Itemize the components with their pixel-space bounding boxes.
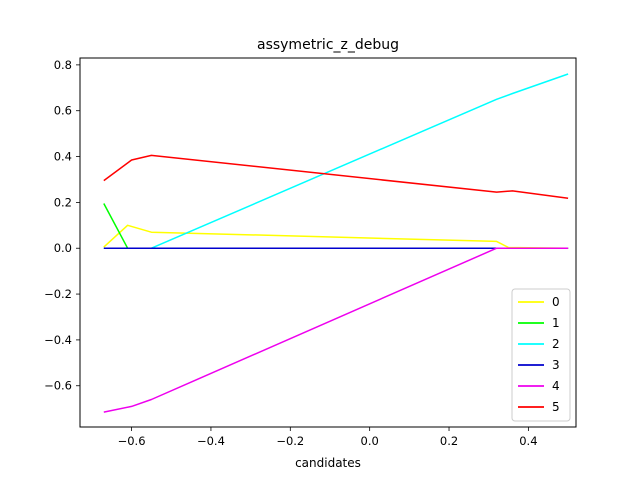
legend-label-0: 0 xyxy=(552,295,560,309)
y-tick-label: 0.6 xyxy=(54,104,72,118)
x-tick-label: −0.2 xyxy=(276,434,304,448)
y-tick-label: 0.4 xyxy=(54,150,72,164)
y-tick-label: −0.2 xyxy=(44,287,72,301)
x-tick-label: −0.6 xyxy=(118,434,146,448)
series-line-5 xyxy=(103,154,569,200)
series-line-4 xyxy=(103,247,569,413)
legend-label-2: 2 xyxy=(552,337,560,351)
series-layer xyxy=(103,73,569,413)
y-tick-label: −0.6 xyxy=(44,379,72,393)
y-tick-label: 0.2 xyxy=(54,195,72,209)
legend-label-1: 1 xyxy=(552,316,560,330)
y-axis: −0.6 −0.4 −0.2 0.0 0.2 0.4 0.6 0.8 xyxy=(44,58,80,393)
x-tick-label: −0.4 xyxy=(197,434,225,448)
chart-title: assymetric_z_debug xyxy=(257,37,399,53)
y-tick-label: −0.4 xyxy=(44,333,72,347)
plot-frame xyxy=(79,57,577,428)
legend-box xyxy=(511,288,571,422)
y-tick-label: 0.8 xyxy=(54,58,72,72)
legend-label-5: 5 xyxy=(552,400,560,414)
x-tick-label: 0.2 xyxy=(440,434,458,448)
legend: 0 1 2 3 4 5 xyxy=(511,288,571,422)
x-tick-label: 0.0 xyxy=(361,434,379,448)
legend-label-4: 4 xyxy=(552,379,560,393)
y-tick-label: 0.0 xyxy=(54,241,72,255)
x-axis: −0.6 −0.4 −0.2 0.0 0.2 0.4 xyxy=(118,427,538,448)
x-tick-label: 0.4 xyxy=(519,434,537,448)
legend-label-3: 3 xyxy=(552,358,560,372)
x-axis-label: candidates xyxy=(295,456,361,470)
